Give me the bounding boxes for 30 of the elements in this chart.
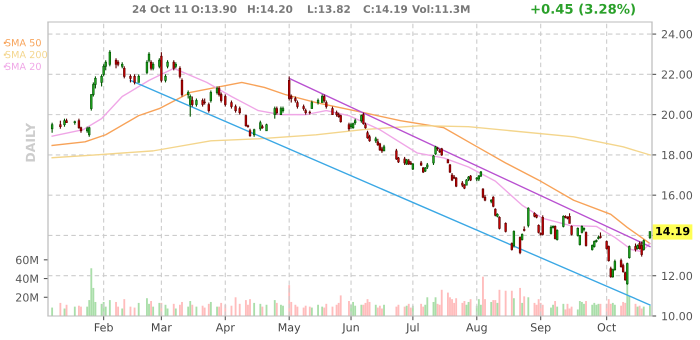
y-tick-label: 22.00 — [662, 70, 692, 79]
x-tick-label: Jun — [342, 323, 359, 334]
x-tick-label: Feb — [94, 322, 113, 332]
x-tick-label: Sep — [530, 323, 551, 334]
y-tick-label: 12.00 — [662, 272, 692, 280]
y-tick-label: 10.00 — [662, 312, 692, 320]
x-tick-label: Mar — [152, 323, 172, 332]
text: C:14.19 — [364, 5, 408, 14]
y-tick-label: 16.00 — [662, 191, 692, 200]
x-tick-label: Jul — [406, 322, 419, 334]
text: Vol:11.3M — [412, 4, 470, 14]
x-tick-label: Oct — [598, 323, 616, 332]
text: O:13.90 — [192, 5, 236, 14]
text: H:14.20 — [248, 5, 292, 14]
text: 14.19 — [656, 226, 690, 236]
y2-tick-label: 20M — [16, 293, 38, 302]
text: +0.45 (3.28%) — [531, 4, 635, 16]
y2-tick-label: 40M — [16, 274, 38, 283]
y-tick-label: 18.00 — [662, 150, 692, 160]
x-tick-label: Aug — [466, 323, 487, 334]
legend-label: SMA 50 — [6, 39, 41, 46]
legend-label: SMA 200 — [6, 50, 48, 58]
legend-label: SMA 20 — [6, 62, 41, 70]
y2-tick-label: 60M — [16, 256, 38, 264]
y-tick-label: 20.00 — [662, 110, 692, 120]
text: L:13.82 — [308, 5, 350, 14]
y-tick-label: 24.00 — [662, 30, 692, 38]
x-tick-label: Apr — [216, 323, 235, 334]
x-tick-label: May — [278, 323, 300, 334]
text: 24 Oct 11 — [132, 5, 188, 14]
